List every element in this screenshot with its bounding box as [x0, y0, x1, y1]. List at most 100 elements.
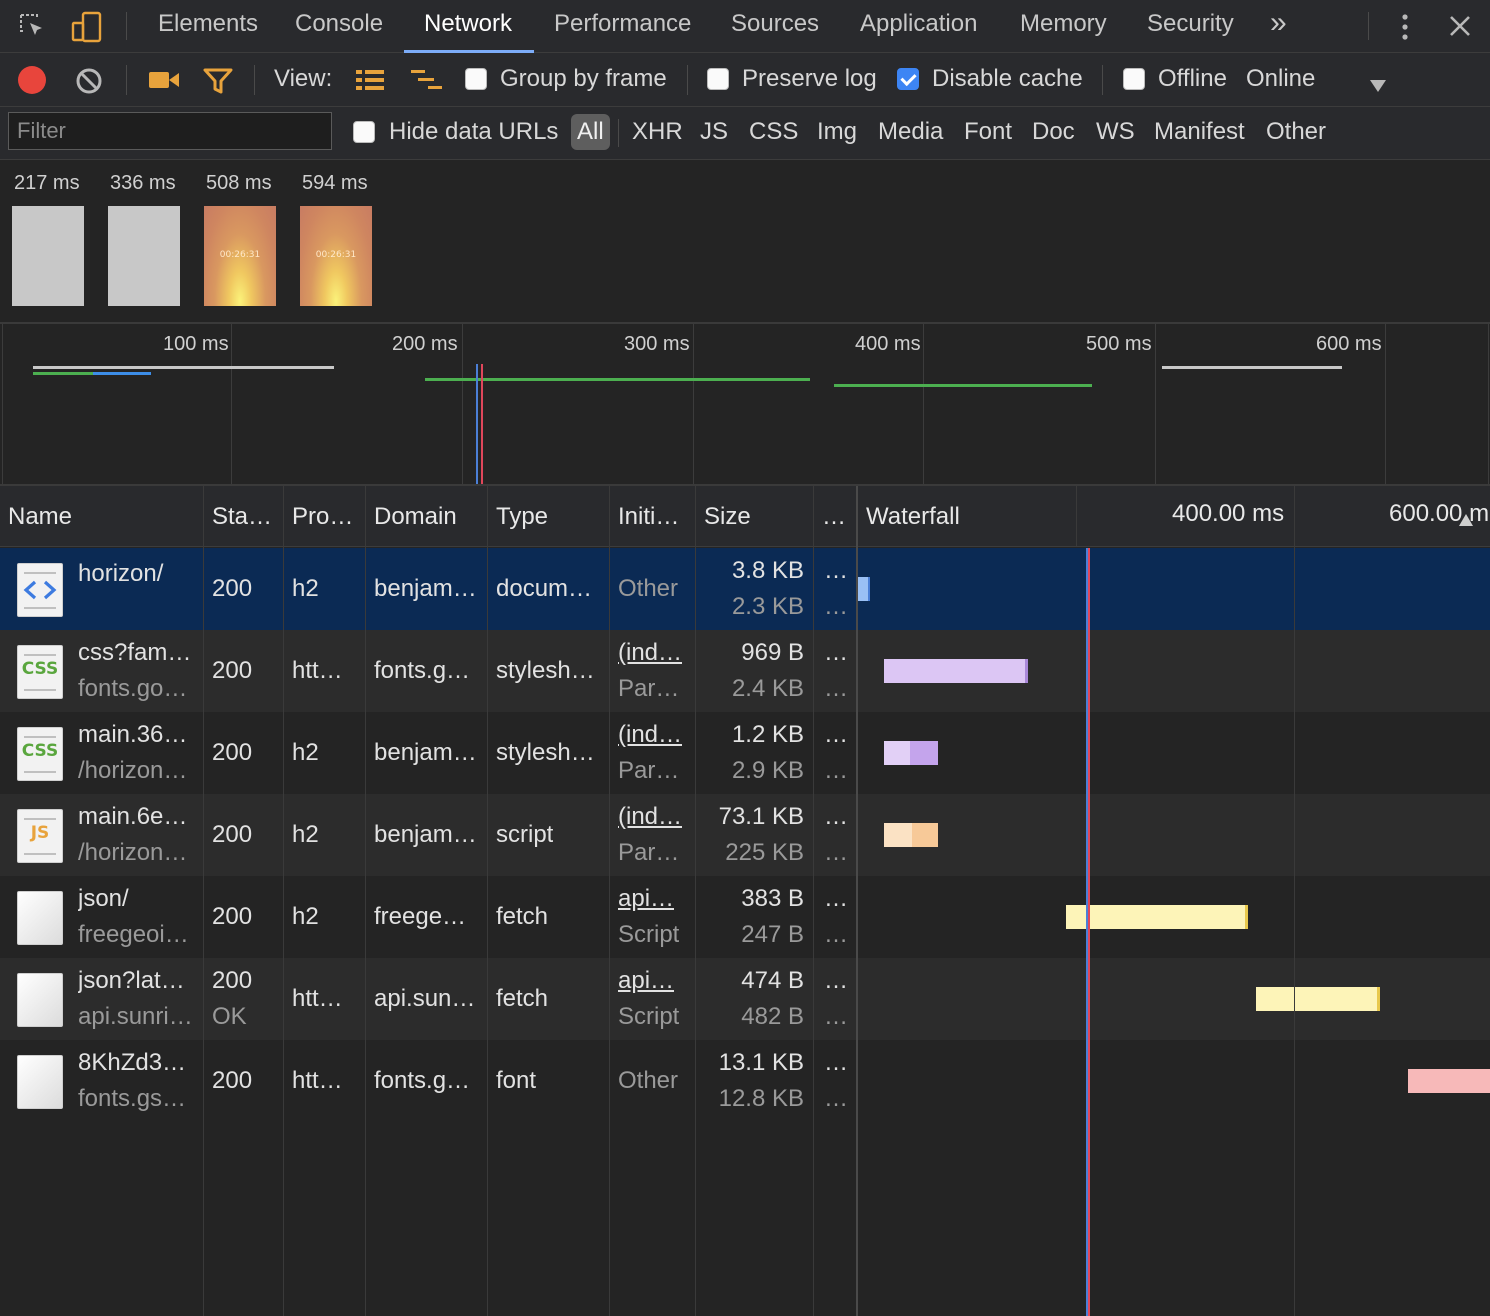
overview-waterfall-icon[interactable] — [410, 68, 444, 92]
request-row[interactable]: CSS main.36… /horizon… 200 h2 benjam… st… — [0, 712, 1490, 794]
filter-input[interactable] — [8, 112, 332, 150]
request-type: stylesh… — [496, 739, 595, 766]
request-transfer-size: 383 B — [741, 885, 804, 912]
column-header-initiator[interactable]: Initi… — [618, 503, 680, 530]
request-more: … — [824, 839, 848, 866]
request-name: json?lat… — [78, 967, 185, 994]
filmstrip-frame[interactable] — [12, 206, 84, 306]
filter-type-all[interactable]: All — [571, 114, 610, 150]
inspect-element-icon[interactable] — [18, 12, 48, 42]
tab-security[interactable]: Security — [1147, 10, 1234, 37]
request-type: stylesh… — [496, 657, 595, 684]
tab-performance[interactable]: Performance — [554, 10, 692, 37]
request-row[interactable]: json?lat… api.sunri… 200 OK htt… api.sun… — [0, 958, 1490, 1040]
hide-data-urls-checkbox[interactable] — [353, 121, 375, 143]
request-initiator-link[interactable]: api… — [618, 885, 675, 912]
request-more: … — [824, 721, 848, 748]
request-status: 200 — [212, 821, 253, 848]
group-by-frame-label: Group by frame — [500, 65, 667, 92]
waterfall-bar — [1408, 1069, 1490, 1093]
request-row[interactable]: CSS css?fam… fonts.go… 200 htt… fonts.g…… — [0, 630, 1490, 712]
request-type: script — [496, 821, 554, 848]
device-toolbar-icon[interactable] — [70, 10, 104, 44]
filter-type-font[interactable]: Font — [964, 118, 1013, 145]
filter-type-media[interactable]: Media — [878, 118, 944, 145]
blank-file-icon — [17, 973, 63, 1027]
request-resource-size: 247 B — [741, 921, 804, 948]
filmstrip-frame[interactable] — [108, 206, 180, 306]
tab-network[interactable]: Network — [424, 10, 513, 37]
request-resource-size: 2.4 KB — [731, 675, 804, 702]
tab-console[interactable]: Console — [295, 10, 384, 37]
preserve-log-checkbox[interactable] — [707, 68, 729, 90]
request-protocol: h2 — [292, 575, 319, 602]
column-header-domain[interactable]: Domain — [374, 503, 457, 530]
group-by-frame-checkbox[interactable] — [465, 68, 487, 90]
filter-type-js[interactable]: JS — [700, 118, 729, 145]
column-header-protocol[interactable]: Pro… — [292, 503, 354, 530]
column-header-size[interactable]: Size — [704, 503, 751, 530]
large-rows-icon[interactable] — [354, 68, 386, 92]
record-button[interactable] — [18, 66, 46, 94]
filter-type-doc[interactable]: Doc — [1032, 118, 1075, 145]
load-event-line — [1088, 548, 1090, 1316]
clear-icon[interactable] — [74, 66, 104, 96]
tab-application[interactable]: Application — [860, 10, 978, 37]
request-resource-size: 12.8 KB — [718, 1085, 804, 1112]
request-status: 200 — [212, 903, 253, 930]
filmstrip-time: 508 ms — [206, 172, 272, 194]
request-initiator-link[interactable]: api… — [618, 967, 675, 994]
throttling-select[interactable]: Online — [1246, 65, 1316, 92]
request-domain: freege… — [374, 903, 467, 930]
filter-bar: Hide data URLs All XHR JS CSS Img Media … — [0, 107, 1490, 160]
column-header-name[interactable]: Name — [8, 503, 73, 530]
request-initiator-link[interactable]: (ind… — [618, 803, 683, 830]
request-row[interactable]: horizon/ 200 h2 benjam… docum… Other 3.8… — [0, 548, 1490, 630]
filter-type-other[interactable]: Other — [1266, 118, 1327, 145]
filmstrip-frame[interactable]: 00:26:31 — [300, 206, 372, 306]
tab-memory[interactable]: Memory — [1020, 10, 1107, 37]
request-path: api.sunri… — [78, 1003, 193, 1030]
filter-type-ws[interactable]: WS — [1096, 118, 1135, 145]
request-initiator-type: Par… — [618, 839, 680, 866]
request-more: … — [824, 593, 848, 620]
column-header-type[interactable]: Type — [496, 503, 549, 530]
request-more: … — [824, 557, 848, 584]
filter-type-manifest[interactable]: Manifest — [1154, 118, 1245, 145]
request-initiator: Other — [618, 1067, 679, 1094]
request-row[interactable]: JS main.6e… /horizon… 200 h2 benjam… scr… — [0, 794, 1490, 876]
overview-bar — [1162, 366, 1342, 369]
filter-icon[interactable] — [203, 67, 233, 95]
capture-screenshots-icon[interactable] — [148, 68, 180, 92]
kebab-menu-icon[interactable] — [1396, 12, 1414, 42]
filmstrip-frame[interactable]: 00:26:31 — [204, 206, 276, 306]
request-more: … — [824, 675, 848, 702]
request-status: 200 — [212, 967, 253, 994]
more-tabs-icon[interactable]: » — [1270, 6, 1287, 39]
filter-type-xhr[interactable]: XHR — [632, 118, 683, 145]
request-initiator-link[interactable]: (ind… — [618, 721, 683, 748]
column-header-more[interactable]: … — [822, 503, 846, 530]
waterfall-bar — [910, 741, 938, 765]
filter-type-img[interactable]: Img — [817, 118, 858, 145]
request-initiator-link[interactable]: (ind… — [618, 639, 683, 666]
timeline-overview[interactable]: 100 ms 200 ms 300 ms 400 ms 500 ms 600 m… — [0, 324, 1490, 486]
request-resource-size: 225 KB — [725, 839, 804, 866]
request-protocol: htt… — [292, 1067, 343, 1094]
request-type: fetch — [496, 985, 549, 1012]
filter-type-css[interactable]: CSS — [749, 118, 799, 145]
column-header-waterfall[interactable]: Waterfall — [866, 503, 960, 530]
column-header-status[interactable]: Sta… — [212, 503, 273, 530]
request-row[interactable]: 8KhZd3… fonts.gs… 200 htt… fonts.g… font… — [0, 1040, 1490, 1122]
close-icon[interactable] — [1447, 13, 1473, 39]
overview-bar — [33, 366, 334, 369]
tab-elements[interactable]: Elements — [158, 10, 259, 37]
request-status: 200 — [212, 1067, 253, 1094]
chevron-down-icon[interactable] — [1369, 72, 1387, 92]
tab-sources[interactable]: Sources — [731, 10, 820, 37]
request-name: css?fam… — [78, 639, 192, 666]
offline-checkbox[interactable] — [1123, 68, 1145, 90]
request-domain: fonts.g… — [374, 657, 471, 684]
disable-cache-checkbox[interactable] — [897, 68, 919, 90]
request-row[interactable]: json/ freegeoi… 200 h2 freege… fetch api… — [0, 876, 1490, 958]
